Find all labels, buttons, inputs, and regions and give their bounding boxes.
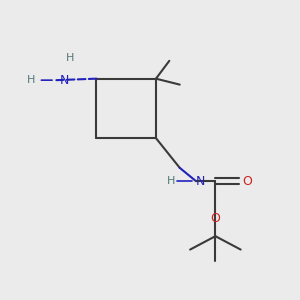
Text: O: O (211, 212, 220, 224)
Text: H: H (27, 75, 36, 85)
Text: N: N (59, 74, 69, 87)
Text: O: O (242, 175, 252, 188)
Text: H: H (167, 176, 175, 186)
Text: N: N (196, 175, 206, 188)
Text: H: H (66, 53, 74, 63)
